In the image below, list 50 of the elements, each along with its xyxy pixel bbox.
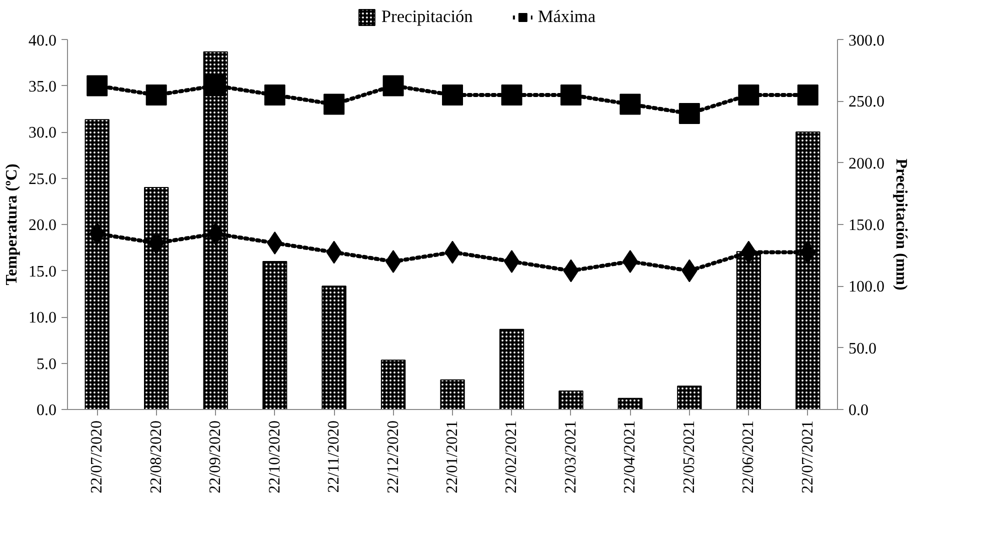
x-tick-label: 22/02/2021 bbox=[503, 420, 520, 494]
x-tick-label: 22/10/2020 bbox=[266, 420, 284, 494]
y2-axis-title: Precipitación (mm) bbox=[892, 158, 910, 290]
x-tick-label: 22/09/2020 bbox=[207, 420, 224, 494]
y2-tick-label: 100.0 bbox=[848, 278, 884, 296]
point bbox=[501, 84, 522, 106]
y2-tick-label: 150.0 bbox=[848, 217, 884, 234]
point bbox=[146, 84, 167, 106]
point bbox=[205, 75, 226, 96]
point bbox=[622, 250, 638, 273]
point bbox=[504, 250, 520, 273]
y-tick-label: 10.0 bbox=[28, 310, 56, 326]
point bbox=[620, 94, 641, 115]
y-tick-label: 30.0 bbox=[28, 124, 56, 142]
y-tick-label: 35.0 bbox=[28, 78, 56, 96]
legend-label: Precipitación bbox=[381, 7, 473, 27]
y-tick-label: 20.0 bbox=[28, 217, 56, 234]
y-tick-label: 40.0 bbox=[28, 32, 56, 50]
point bbox=[560, 84, 582, 106]
y-tick-label: 5.0 bbox=[36, 356, 56, 373]
y-axis-title: Temperatura (ºC) bbox=[4, 164, 20, 286]
y2-tick-label: 300.0 bbox=[848, 32, 884, 50]
legend-label: Máxima bbox=[538, 7, 596, 27]
y2-tick-label: 200.0 bbox=[848, 155, 884, 172]
point bbox=[738, 84, 760, 106]
x-tick-label: 22/03/2021 bbox=[562, 420, 580, 494]
y2-tick-label: 250.0 bbox=[848, 94, 884, 111]
x-tick-label: 22/07/2021 bbox=[799, 420, 816, 494]
x-tick-label: 22/01/2021 bbox=[444, 420, 461, 494]
point bbox=[324, 94, 345, 115]
point bbox=[382, 75, 404, 96]
point bbox=[797, 84, 818, 106]
y2-tick-label: 50.0 bbox=[848, 340, 876, 358]
y2-tick-label: 0.0 bbox=[848, 402, 868, 419]
point bbox=[385, 250, 402, 273]
x-tick-label: 22/07/2020 bbox=[88, 420, 106, 494]
point bbox=[264, 84, 286, 106]
x-tick-label: 22/11/2020 bbox=[326, 420, 343, 493]
x-tick-label: 22/08/2020 bbox=[148, 420, 165, 494]
x-tick-label: 22/06/2021 bbox=[740, 420, 758, 494]
y-tick-label: 15.0 bbox=[28, 263, 56, 280]
point bbox=[266, 232, 283, 254]
point bbox=[86, 75, 108, 96]
y-tick-label: 25.0 bbox=[28, 170, 56, 188]
point bbox=[442, 84, 463, 106]
x-tick-label: 22/04/2021 bbox=[622, 420, 639, 494]
x-tick-label: 22/12/2020 bbox=[384, 420, 402, 494]
point bbox=[678, 103, 700, 124]
y-tick-label: 0.0 bbox=[36, 402, 56, 419]
x-tick-label: 22/05/2021 bbox=[680, 420, 698, 494]
